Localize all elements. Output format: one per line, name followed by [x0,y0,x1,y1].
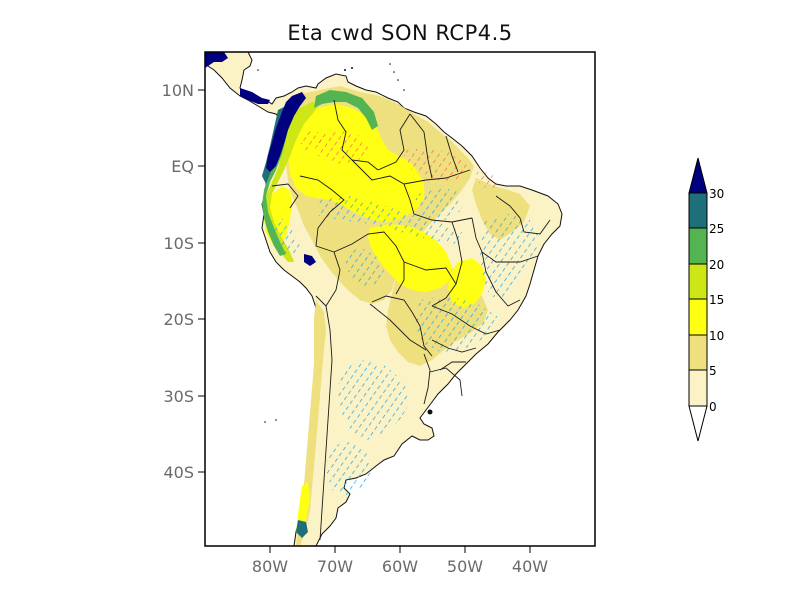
border-brazil-states-4 [481,251,521,307]
cwd-10-15-region-southeast [448,258,486,308]
lon-tick-70w: 70W [317,557,353,576]
border-peru-bolivia [325,251,341,307]
lon-tick-50w: 50W [447,557,483,576]
border-brazil-states-2 [471,217,539,263]
border-paraguay-brazil [411,311,433,357]
colorbar-over-triangle [688,157,708,194]
cwd-20-25-caribbean-coast [314,90,378,130]
hatch-increase-argentina [338,360,410,440]
border-argentina-uruguay [423,353,431,405]
cwd-10-15-region-central [368,224,452,292]
cwd-over-30-central-america [205,52,228,68]
lat-tick-eq: EQ [171,157,194,176]
hatch-increase-amazon [318,196,462,244]
border-brazil-states-8 [431,339,477,353]
map-plot-area [205,52,595,546]
border-bolivia-brazil [333,231,405,295]
hatch-increase-bolivia [346,248,384,288]
colorbar-label-25: 25 [709,222,724,236]
border-argentina-paraguay [369,303,427,351]
cwd-over-30-patagonia-spot [296,520,308,538]
border-brazil-states-1 [403,183,473,223]
country-borders [271,99,551,541]
cwd-10-15-region-amazon [288,104,424,222]
longitude-axis: 80W 70W 60W 50W 40W [252,546,548,576]
cwd-15-20-andes-strip [264,102,320,262]
colorbar-label-20: 20 [709,258,724,272]
border-brazil-states-9 [439,361,466,371]
border-suriname-fguiana [445,135,459,173]
colorbar-bin-5-10 [688,334,708,371]
lat-tick-20s: 20S [163,310,194,329]
border-bolivia-paraguay [371,295,413,313]
border-peru-brazil [315,211,335,253]
hatch-increase-brazil-east [480,214,540,300]
border-brazil-states-7 [495,195,551,235]
hatch-decrease-colombia [300,128,322,150]
lon-tick-40w: 40W [512,557,548,576]
border-brazil-states-3 [431,221,463,307]
border-peru-chile [315,295,327,307]
cwd-over-30-panama [240,88,270,104]
hatch-increase-patagonia [326,442,372,496]
colorbar-bin-0-5 [688,369,708,407]
colorbar-label-15: 15 [709,293,724,307]
border-brazil-uruguay [429,367,463,397]
colorbar-under-triangle [688,405,708,442]
hatch-decrease-guianas [404,148,470,182]
hatch-decrease-amapa [476,170,500,190]
lat-tick-10s: 10S [163,234,194,253]
lat-tick-30s: 30S [163,387,194,406]
hatch-increase-southeast [414,296,500,354]
border-guyana-suriname [409,113,433,179]
hatch-increase-andes-coast [270,218,300,256]
border-venezuela-guyana [377,113,411,171]
colorbar-label-5: 5 [709,364,717,378]
colorbar-bin-20-25 [688,227,708,265]
lon-tick-80w: 80W [252,557,288,576]
colorbar-bin-15-20 [688,263,708,300]
lat-tick-40s: 40S [163,463,194,482]
map-title: Eta cwd SON RCP4.5 [287,21,512,45]
hatch-increase-northeast [414,186,462,220]
lon-tick-60w: 60W [382,557,418,576]
colorbar-label-0: 0 [709,400,717,414]
colorbar-label-10: 10 [709,329,724,343]
border-chile-argentina [319,305,333,541]
border-ecuador-peru [271,183,299,209]
latitude-axis: 10N EQ 10S 20S 30S 40S [162,81,205,482]
colorbar-bin-10-15 [688,298,708,336]
colorbar-bin-25-30 [688,192,708,229]
colorbar: 30 25 20 15 10 5 0 [688,157,724,442]
coastline-details [257,63,433,423]
border-brazil-states-6 [403,261,457,285]
cwd-over-30-pacific-colombia [266,92,306,172]
border-colombia-peru [299,175,345,213]
colorbar-label-30: 30 [709,187,724,201]
border-brazil-states-5 [431,305,501,335]
lat-tick-10n: 10N [162,81,194,100]
cwd-over-30-peru-spot [304,254,316,266]
cwd-5-10-region-andes [296,300,326,546]
border-colombia-venezuela [333,99,379,171]
